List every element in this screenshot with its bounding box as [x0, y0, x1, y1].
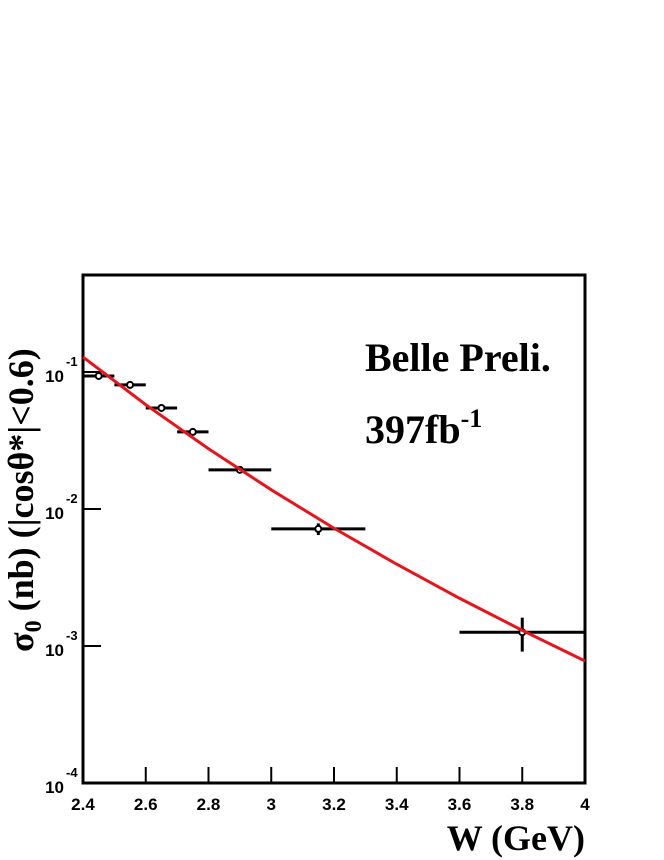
- y-tick-exponent: -2: [66, 491, 78, 506]
- x-tick-label: 2.8: [197, 795, 221, 814]
- data-point: [314, 524, 323, 533]
- y-tick-exponent: -1: [66, 354, 78, 369]
- x-axis-label: W (GeV): [447, 818, 585, 858]
- y-tick-label: 10: [45, 504, 64, 523]
- annotation: 397fb-1: [365, 404, 482, 452]
- data-point: [94, 371, 103, 380]
- y-tick-label: 10: [45, 367, 64, 386]
- y-axis-label: σ0 (nb) (|cosθ*|<0.6): [1, 348, 47, 652]
- y-axis-label-sub: 0: [21, 620, 47, 632]
- data-point: [188, 427, 197, 436]
- x-tick-label: 2.4: [71, 795, 95, 814]
- y-axis-label-rest: (nb) (|cosθ*|<0.6): [1, 348, 41, 620]
- annotation-text: 397fb: [365, 407, 461, 452]
- x-tick-label: 3.2: [322, 795, 346, 814]
- x-tick-label: 4: [580, 795, 590, 814]
- y-tick-exponent: -4: [66, 765, 78, 780]
- x-tick-label: 3: [267, 795, 276, 814]
- y-tick-label: 10: [45, 778, 64, 797]
- data-point: [126, 380, 135, 389]
- y-axis-label-symbol: σ: [1, 632, 41, 652]
- data-point: [157, 403, 166, 412]
- y-tick-label: 10: [45, 641, 64, 660]
- fit-curve: [82, 355, 586, 663]
- annotation: Belle Preli.: [365, 335, 551, 380]
- y-tick-exponent: -3: [66, 628, 78, 643]
- annotation-sup: -1: [461, 404, 483, 433]
- x-tick-label: 3.8: [510, 795, 534, 814]
- x-tick-label: 3.4: [385, 795, 409, 814]
- x-tick-label: 3.6: [448, 795, 472, 814]
- x-tick-label: 2.6: [134, 795, 158, 814]
